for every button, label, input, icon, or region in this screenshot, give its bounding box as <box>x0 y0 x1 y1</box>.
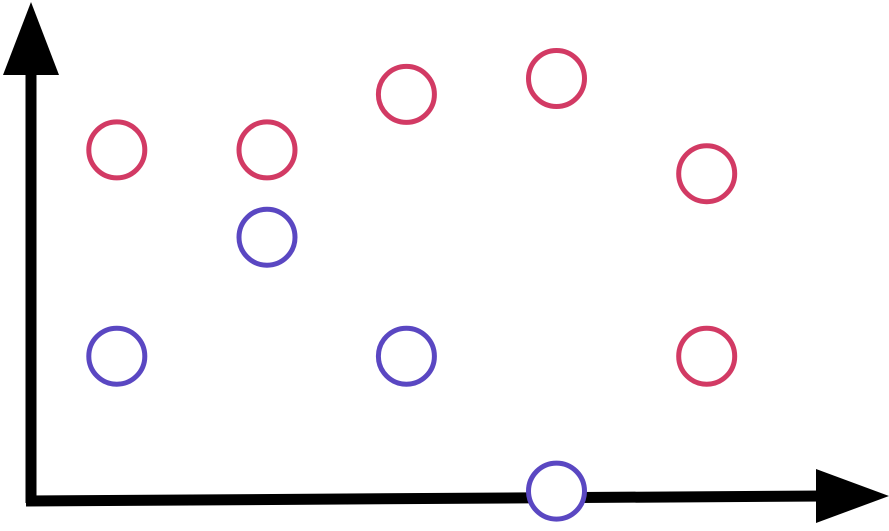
class-red-point-4 <box>526 48 587 109</box>
class-blue-point-4 <box>526 460 587 522</box>
class-red-point-5 <box>676 143 738 205</box>
class-red-point-2 <box>236 119 298 181</box>
class-red-point-1 <box>86 119 148 181</box>
class-red-point-6 <box>676 325 738 387</box>
x-axis-arrowhead <box>816 469 889 523</box>
class-blue-point-3 <box>375 325 437 387</box>
class-red-point-3 <box>375 63 437 125</box>
data-points <box>86 48 738 522</box>
y-axis-arrowhead <box>3 2 59 75</box>
class-blue-point-1 <box>236 206 298 268</box>
axes <box>3 2 889 523</box>
x-axis <box>25 490 826 507</box>
class-blue-point-2 <box>86 325 148 387</box>
